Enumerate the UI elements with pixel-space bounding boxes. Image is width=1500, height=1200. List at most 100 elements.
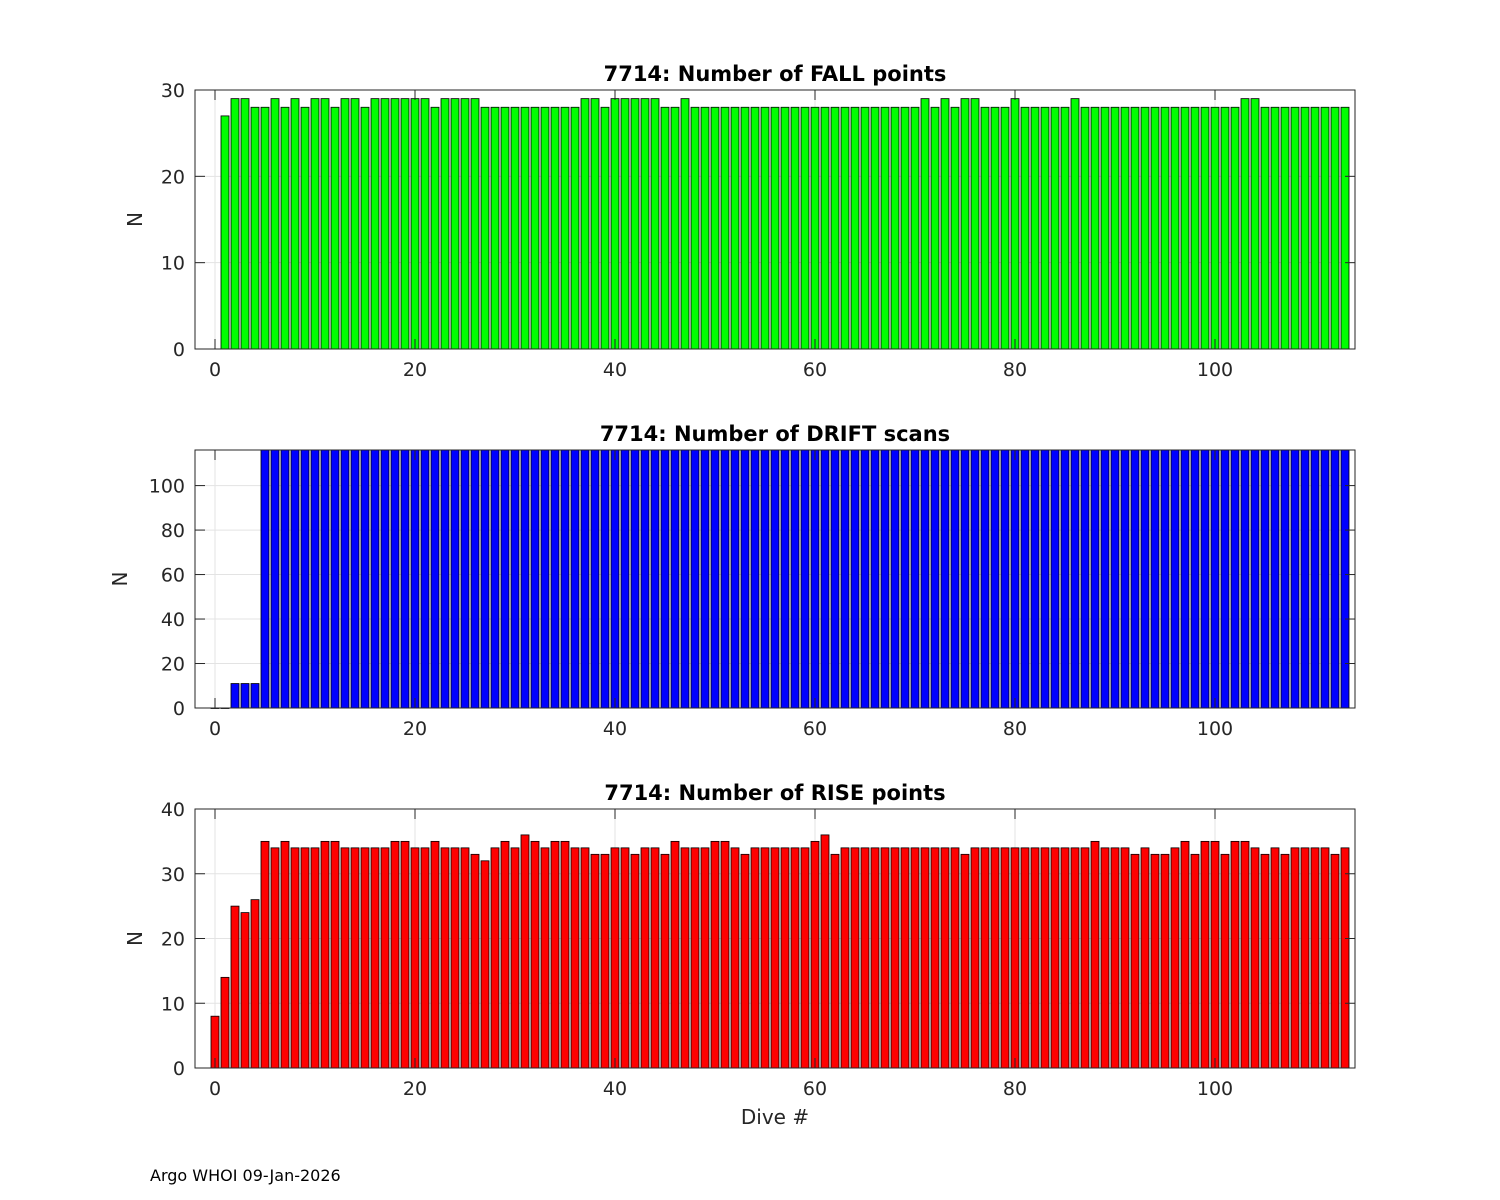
bar [560, 106, 570, 350]
bar [810, 840, 820, 1069]
bar [350, 98, 360, 350]
x-tick-label: 60 [803, 359, 827, 381]
bar [780, 449, 790, 709]
bar [230, 98, 240, 350]
bar [700, 449, 710, 709]
bar [350, 449, 360, 709]
bar [1010, 449, 1020, 709]
bar [390, 840, 400, 1069]
bar [1200, 106, 1210, 350]
bar [1060, 106, 1070, 350]
bar [290, 847, 300, 1069]
bar [450, 449, 460, 709]
bar [890, 449, 900, 709]
bar [1000, 847, 1010, 1069]
x-tick-label: 100 [1197, 718, 1233, 740]
bar [1050, 449, 1060, 709]
y-axis-label: N [108, 572, 132, 587]
bar [1290, 449, 1300, 709]
bar [700, 847, 710, 1069]
bar [370, 98, 380, 350]
bar [340, 847, 350, 1069]
bar [1230, 106, 1240, 350]
y-tick-label: 30 [161, 864, 185, 886]
bar [310, 847, 320, 1069]
bar [1110, 847, 1120, 1069]
bar [810, 106, 820, 350]
bar [840, 847, 850, 1069]
bar [740, 853, 750, 1069]
bar [260, 840, 270, 1069]
bar [1160, 853, 1170, 1069]
bar [1340, 847, 1350, 1069]
bar [600, 449, 610, 709]
bar [750, 106, 760, 350]
chart-title: 7714: Number of RISE points [604, 781, 945, 805]
bar [950, 106, 960, 350]
bar [960, 98, 970, 350]
y-tick-label: 30 [161, 80, 185, 102]
bar [1200, 840, 1210, 1069]
bar [1090, 840, 1100, 1069]
bar [680, 449, 690, 709]
bar [1330, 449, 1340, 709]
bar [1130, 449, 1140, 709]
bar [1220, 853, 1230, 1069]
bar [850, 449, 860, 709]
bar [1190, 853, 1200, 1069]
bar [260, 449, 270, 709]
bar [400, 449, 410, 709]
x-tick-label: 40 [603, 718, 627, 740]
bar [770, 847, 780, 1069]
bar [930, 106, 940, 350]
bar [350, 847, 360, 1069]
bar [650, 847, 660, 1069]
bar [240, 683, 250, 709]
x-tick-label: 40 [603, 1078, 627, 1100]
bar [280, 840, 290, 1069]
bar [700, 106, 710, 350]
bar [530, 106, 540, 350]
bar [650, 98, 660, 350]
bar [790, 449, 800, 709]
bar [400, 840, 410, 1069]
bar [570, 449, 580, 709]
bar [380, 98, 390, 350]
bar [240, 98, 250, 350]
bar [650, 449, 660, 709]
bar [710, 840, 720, 1069]
bar [750, 449, 760, 709]
bar [1090, 449, 1100, 709]
bar [1180, 840, 1190, 1069]
bar [420, 449, 430, 709]
bar [670, 106, 680, 350]
bar [1240, 449, 1250, 709]
bar [270, 847, 280, 1069]
bar [1070, 449, 1080, 709]
y-tick-label: 60 [161, 565, 185, 587]
bar [1320, 449, 1330, 709]
bar [510, 449, 520, 709]
bar [330, 449, 340, 709]
bar [830, 853, 840, 1069]
bar [600, 106, 610, 350]
bar [1260, 106, 1270, 350]
bar [1180, 106, 1190, 350]
x-tick-label: 40 [603, 359, 627, 381]
y-axis-label: N [123, 931, 147, 946]
bar [1060, 449, 1070, 709]
bar [360, 847, 370, 1069]
bar [840, 449, 850, 709]
bar [580, 449, 590, 709]
bar [490, 847, 500, 1069]
bar [290, 449, 300, 709]
bar [720, 106, 730, 350]
bar [420, 98, 430, 350]
bar [440, 847, 450, 1069]
bar [960, 449, 970, 709]
chart-panel-3: 0 20 40 60 80 100 0 10 20 30 40 7714: Number of RIS… [123, 781, 1356, 1129]
bar [730, 449, 740, 709]
bar [880, 449, 890, 709]
bar [960, 853, 970, 1069]
